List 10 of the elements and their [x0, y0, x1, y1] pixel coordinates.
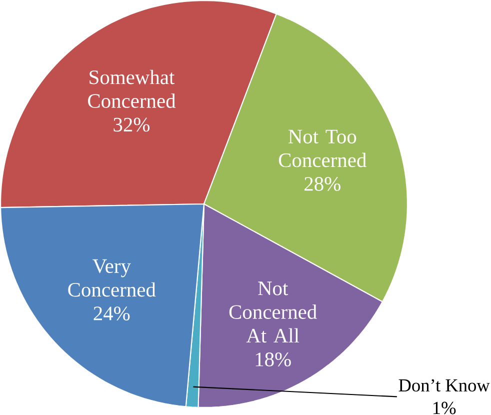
slice-label: Don’t Know [398, 379, 490, 392]
slice-label: Somewhat Concerned [88, 70, 176, 108]
data-label: 18% [256, 352, 291, 366]
data-label: 32% [114, 118, 150, 132]
slice-label: Not Too Concerned [278, 130, 366, 167]
data-label: 24% [94, 306, 130, 320]
data-label: 1% [433, 402, 456, 414]
slice-label: Not Concerned At All [229, 282, 317, 342]
slice-label: Very Concerned [68, 259, 156, 297]
data-label: 28% [304, 176, 340, 191]
